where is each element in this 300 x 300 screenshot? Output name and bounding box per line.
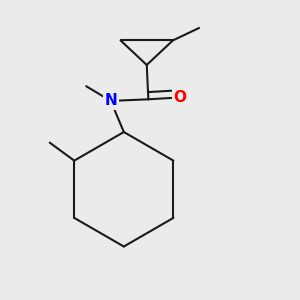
Text: N: N — [104, 93, 117, 108]
Text: O: O — [174, 90, 187, 105]
